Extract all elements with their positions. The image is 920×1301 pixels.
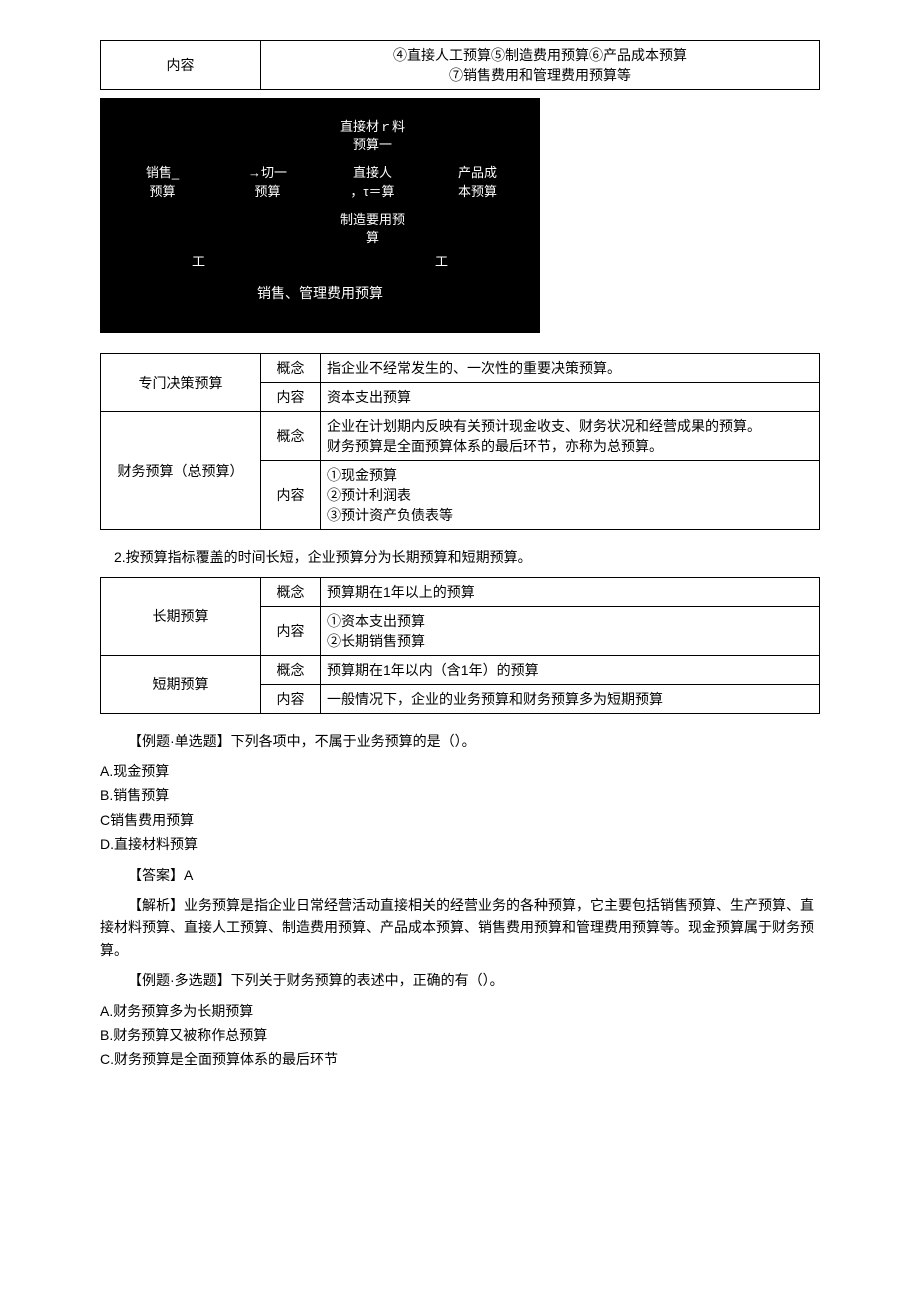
cell-line: 指企业不经常发生的、一次性的重要决策预算。 bbox=[327, 358, 813, 378]
question-option: C销售费用预算 bbox=[100, 809, 820, 831]
cell-category: 财务预算（总预算） bbox=[101, 412, 261, 530]
diagram-cell: 制造要用预 算 bbox=[320, 211, 425, 247]
diagram-cell: 销售_ 预算 bbox=[110, 164, 215, 200]
budget-type-table: 专门决策预算概念指企业不经常发生的、一次性的重要决策预算。内容资本支出预算财务预… bbox=[100, 353, 820, 530]
question-stem: 【例题·多选题】下列关于财务预算的表述中，正确的有（）。 bbox=[100, 969, 820, 991]
diagram-text: 预算 bbox=[215, 183, 320, 201]
cell-label: 内容 bbox=[261, 606, 321, 655]
cell-content: 企业在计划期内反映有关预计现金收支、财务状况和经营成果的预算。财务预算是全面预算… bbox=[321, 412, 820, 461]
term-budget-table: 长期预算概念预算期在1年以上的预算内容①资本支出预算②长期销售预算短期预算概念预… bbox=[100, 577, 820, 714]
diagram-cell: 直接材ｒ料 预算一 bbox=[320, 118, 425, 154]
question-analysis: 【解析】业务预算是指企业日常经营活动直接相关的经营业务的各种预算，它主要包括销售… bbox=[100, 894, 820, 961]
cell-line: ②预计利润表 bbox=[327, 485, 813, 505]
cell-content: 一般情况下，企业的业务预算和财务预算多为短期预算 bbox=[321, 684, 820, 713]
table-row: 短期预算概念预算期在1年以内（含1年）的预算 bbox=[101, 655, 820, 684]
question-option: D.直接材料预算 bbox=[100, 833, 820, 855]
diagram-text: 制造要用预 bbox=[320, 211, 425, 229]
tick-mark: 工 bbox=[415, 253, 530, 271]
table-row: 专门决策预算概念指企业不经常发生的、一次性的重要决策预算。 bbox=[101, 354, 820, 383]
diagram-footer: 销售、管理费用预算 bbox=[110, 283, 530, 303]
cell-line: ②长期销售预算 bbox=[327, 631, 813, 651]
question-option: A.现金预算 bbox=[100, 760, 820, 782]
diagram-text: 产品成 bbox=[425, 164, 530, 182]
diagram-row: 销售_ 预算 →切一 预算 直接人 ，τ＝算 产品成 本预算 bbox=[110, 164, 530, 200]
cell-line: ①现金预算 bbox=[327, 465, 813, 485]
cell-line: 资本支出预算 bbox=[327, 387, 813, 407]
cell-label: 概念 bbox=[261, 354, 321, 383]
section-title: 2.按预算指标覆盖的时间长短，企业预算分为长期预算和短期预算。 bbox=[100, 546, 820, 568]
cell-label: 内容 bbox=[101, 41, 261, 90]
cell-line: 财务预算是全面预算体系的最后环节，亦称为总预算。 bbox=[327, 436, 813, 456]
cell-content: ④直接人工预算⑤制造费用预算⑥产品成本预算 ⑦销售费用和管理费用预算等 bbox=[261, 41, 820, 90]
diagram-text: 直接材ｒ料 bbox=[320, 118, 425, 136]
question-stem: 【例题·单选题】下列各项中，不属于业务预算的是（）。 bbox=[100, 730, 820, 752]
diagram-cell: →切一 预算 bbox=[215, 164, 320, 200]
cell-line: 企业在计划期内反映有关预计现金收支、财务状况和经营成果的预算。 bbox=[327, 416, 813, 436]
cell-label: 内容 bbox=[261, 684, 321, 713]
cell-category: 短期预算 bbox=[101, 655, 261, 713]
cell-content: ①现金预算②预计利润表③预计资产负债表等 bbox=[321, 461, 820, 530]
cell-content: 指企业不经常发生的、一次性的重要决策预算。 bbox=[321, 354, 820, 383]
cell-line: ①资本支出预算 bbox=[327, 611, 813, 631]
question-option: B.财务预算又被称作总预算 bbox=[100, 1024, 820, 1046]
content-table-1: 内容 ④直接人工预算⑤制造费用预算⑥产品成本预算 ⑦销售费用和管理费用预算等 bbox=[100, 40, 820, 90]
diagram-row: 直接材ｒ料 预算一 bbox=[110, 118, 530, 154]
cell-line: 预算期在1年以内（含1年）的预算 bbox=[327, 660, 813, 680]
diagram-row: 制造要用预 算 bbox=[110, 211, 530, 247]
diagram-cell: 产品成 本预算 bbox=[425, 164, 530, 200]
diagram-row: 工 工 bbox=[110, 253, 530, 271]
tick-mark: 工 bbox=[110, 253, 225, 271]
table-row: 长期预算概念预算期在1年以上的预算 bbox=[101, 577, 820, 606]
diagram-text: 算 bbox=[320, 229, 425, 247]
cell-line: ⑦销售费用和管理费用预算等 bbox=[267, 65, 813, 85]
cell-content: 预算期在1年以内（含1年）的预算 bbox=[321, 655, 820, 684]
diagram-text: →切一 bbox=[215, 164, 320, 182]
cell-line: ③预计资产负债表等 bbox=[327, 505, 813, 525]
flow-diagram: 直接材ｒ料 预算一 销售_ 预算 →切一 预算 直接人 ，τ＝算 产品成 本预算… bbox=[100, 98, 540, 333]
diagram-cell: 直接人 ，τ＝算 bbox=[320, 164, 425, 200]
cell-label: 内容 bbox=[261, 383, 321, 412]
cell-content: 预算期在1年以上的预算 bbox=[321, 577, 820, 606]
cell-label: 内容 bbox=[261, 461, 321, 530]
cell-category: 长期预算 bbox=[101, 577, 261, 655]
cell-label: 概念 bbox=[261, 655, 321, 684]
diagram-text: 本预算 bbox=[425, 183, 530, 201]
cell-category: 专门决策预算 bbox=[101, 354, 261, 412]
cell-line: ④直接人工预算⑤制造费用预算⑥产品成本预算 bbox=[267, 45, 813, 65]
question-answer: 【答案】A bbox=[100, 864, 820, 886]
cell-content: ①资本支出预算②长期销售预算 bbox=[321, 606, 820, 655]
cell-line: 预算期在1年以上的预算 bbox=[327, 582, 813, 602]
table-row: 内容 ④直接人工预算⑤制造费用预算⑥产品成本预算 ⑦销售费用和管理费用预算等 bbox=[101, 41, 820, 90]
cell-line: 一般情况下，企业的业务预算和财务预算多为短期预算 bbox=[327, 689, 813, 709]
diagram-text: 预算 bbox=[110, 183, 215, 201]
cell-label: 概念 bbox=[261, 412, 321, 461]
question-option: A.财务预算多为长期预算 bbox=[100, 1000, 820, 1022]
question-option: C.财务预算是全面预算体系的最后环节 bbox=[100, 1048, 820, 1070]
question-option: B.销售预算 bbox=[100, 784, 820, 806]
cell-content: 资本支出预算 bbox=[321, 383, 820, 412]
table-row: 财务预算（总预算）概念企业在计划期内反映有关预计现金收支、财务状况和经营成果的预… bbox=[101, 412, 820, 461]
diagram-text: ，τ＝算 bbox=[320, 183, 425, 201]
diagram-text: 销售_ bbox=[110, 164, 215, 182]
cell-label: 概念 bbox=[261, 577, 321, 606]
diagram-text: 预算一 bbox=[320, 136, 425, 154]
diagram-text: 直接人 bbox=[320, 164, 425, 182]
